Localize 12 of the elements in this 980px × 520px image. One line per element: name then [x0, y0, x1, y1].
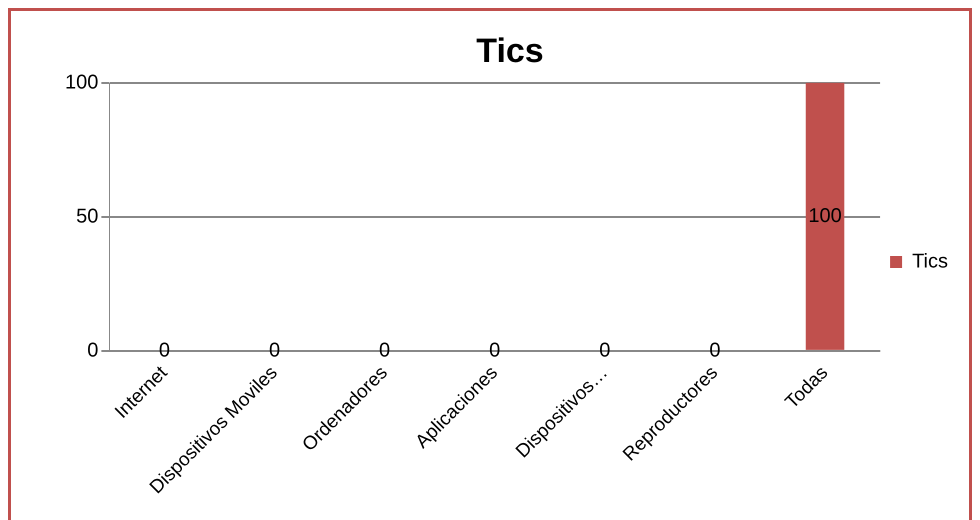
data-label: 0 [379, 339, 390, 362]
chart-title: Tics [476, 32, 544, 70]
data-label: 100 [808, 204, 842, 227]
data-label: 0 [489, 339, 500, 362]
data-label: 0 [709, 339, 720, 362]
data-label: 0 [599, 339, 610, 362]
y-tick-label: 50 [76, 205, 98, 228]
y-tick-label: 0 [87, 339, 98, 362]
data-label: 0 [268, 339, 280, 362]
y-tick-label: 100 [64, 71, 98, 94]
data-label: 0 [158, 339, 170, 362]
legend-label: Tics [912, 250, 948, 273]
